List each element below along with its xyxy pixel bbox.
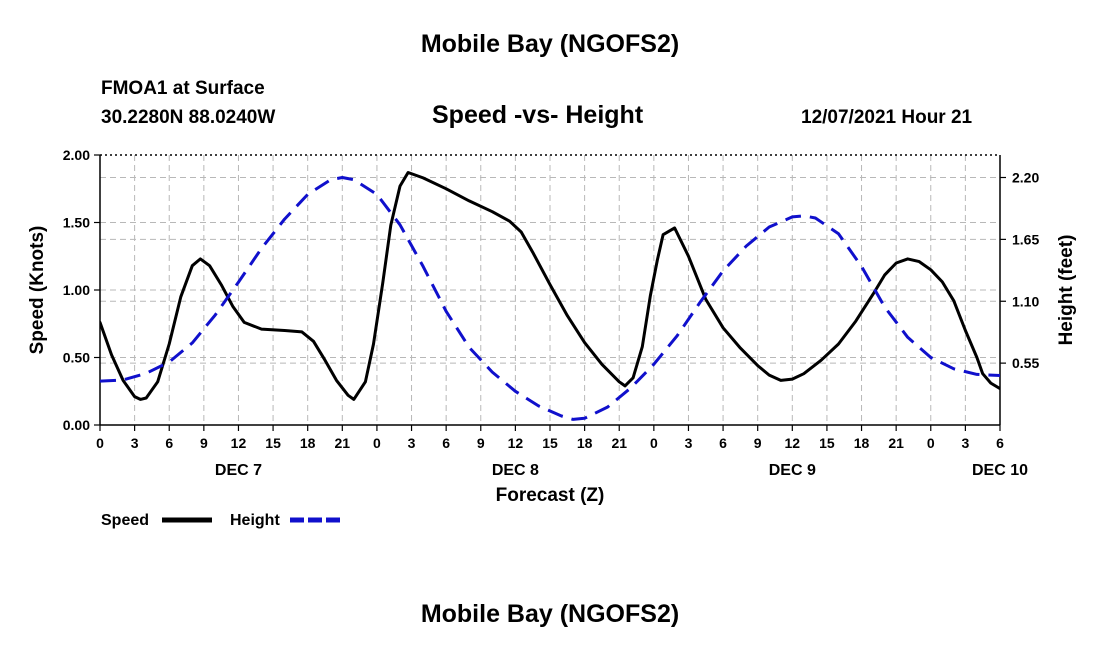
x-tick-label: 12 — [508, 435, 524, 451]
series-group — [100, 171, 1000, 421]
y-left-tick-label: 0.00 — [63, 417, 90, 433]
x-tick-label: 21 — [888, 435, 904, 451]
x-tick-label: 12 — [231, 435, 247, 451]
forecast-datetime: 12/07/2021 Hour 21 — [801, 107, 973, 128]
x-tick-label: 15 — [265, 435, 281, 451]
y-left-tick-label: 1.50 — [63, 215, 90, 231]
y-left-tick-label: 0.50 — [63, 350, 90, 366]
x-tick-label: 18 — [300, 435, 316, 451]
legend-label-height: Height — [230, 512, 280, 529]
x-tick-label: 3 — [961, 435, 969, 451]
x-tick-label: 0 — [927, 435, 935, 451]
date-label: DEC 8 — [492, 462, 539, 479]
station-label: FMOA1 at Surface — [101, 78, 265, 99]
x-tick-label: 3 — [131, 435, 139, 451]
y-right-tick-label: 0.55 — [1012, 355, 1039, 371]
x-tick-label: 15 — [819, 435, 835, 451]
x-tick-label: 0 — [96, 435, 104, 451]
x-tick-label: 12 — [785, 435, 801, 451]
date-label: DEC 7 — [215, 462, 262, 479]
x-tick-label: 18 — [854, 435, 870, 451]
x-tick-label: 9 — [754, 435, 762, 451]
x-tick-label: 6 — [996, 435, 1004, 451]
footer-title: Mobile Bay (NGOFS2) — [420, 600, 680, 628]
series-line-height — [100, 176, 1000, 421]
x-tick-label: 6 — [165, 435, 173, 451]
x-tick-label: 9 — [200, 435, 208, 451]
x-tick-label: 3 — [408, 435, 416, 451]
series-line-speed — [100, 171, 1000, 401]
chart-subtitle: Speed -vs- Height — [432, 101, 644, 129]
y-left-tick-label: 1.00 — [63, 282, 90, 298]
x-tick-label: 6 — [719, 435, 727, 451]
x-tick-label: 9 — [477, 435, 485, 451]
y-right-tick-label: 1.10 — [1012, 293, 1039, 309]
x-tick-label: 21 — [611, 435, 627, 451]
legend-label-speed: Speed — [101, 512, 149, 529]
date-label: DEC 9 — [769, 462, 816, 479]
date-label: DEC 10 — [972, 462, 1028, 479]
x-tick-label: 3 — [685, 435, 693, 451]
chart-title: Mobile Bay (NGOFS2) — [420, 30, 680, 58]
x-axis-title: Forecast (Z) — [496, 485, 605, 506]
y-left-axis-title: Speed (Knots) — [27, 226, 48, 355]
y-right-tick-label: 1.65 — [1012, 231, 1039, 247]
x-tick-label: 0 — [373, 435, 381, 451]
x-tick-label: 18 — [577, 435, 593, 451]
y-left-tick-label: 2.00 — [63, 147, 90, 163]
station-coordinates: 30.2280N 88.0240W — [101, 107, 276, 128]
x-tick-label: 6 — [442, 435, 450, 451]
x-tick-label: 15 — [542, 435, 558, 451]
x-tick-label: 21 — [335, 435, 351, 451]
x-tick-label: 0 — [650, 435, 658, 451]
y-right-tick-label: 2.20 — [1012, 170, 1039, 186]
y-right-axis-title: Height (feet) — [1056, 235, 1077, 346]
